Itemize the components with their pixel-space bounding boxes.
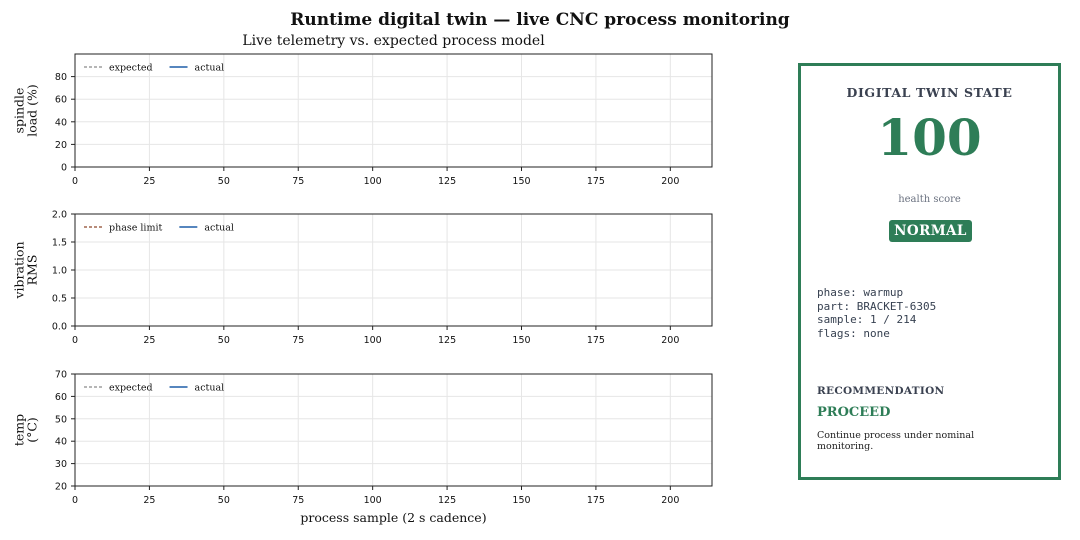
x-tick-label: 75 <box>292 335 304 346</box>
health-score-label: health score <box>898 194 961 205</box>
legend-label: actual <box>195 63 225 74</box>
y-tick-label: 1.0 <box>52 266 67 277</box>
legend-label: actual <box>204 223 234 234</box>
x-tick-label: 125 <box>438 176 456 187</box>
telemetry-charts: 0 25 50 75 100 125 150 175 200020406080spindlelo… <box>12 53 713 525</box>
figure-title: Runtime digital twin — live CNC process … <box>290 10 790 30</box>
info-part: part: BRACKET-6305 <box>817 299 937 313</box>
x-tick-label: 125 <box>438 335 456 346</box>
legend-label: expected <box>109 383 153 394</box>
x-tick-label: 100 <box>364 495 382 506</box>
y-axis-label-line: RMS <box>25 255 40 286</box>
digital-twin-state-panel: DIGITAL TWIN STATE 100 health score NORM… <box>798 63 1061 480</box>
y-tick-label: 60 <box>55 392 67 403</box>
legend-label: actual <box>195 383 225 394</box>
x-tick-label: 25 <box>143 335 155 346</box>
x-tick-label: 100 <box>364 335 382 346</box>
y-axis-label-line: spindle <box>12 88 27 134</box>
y-tick-label: 70 <box>55 370 67 381</box>
y-tick-label: 30 <box>55 459 67 470</box>
y-axis-label: spindleload (%) <box>12 84 40 137</box>
y-tick-label: 80 <box>55 72 67 83</box>
x-tick-label: 50 <box>218 495 230 506</box>
y-tick-label: 0.5 <box>52 294 67 305</box>
legend-label: expected <box>109 63 153 74</box>
x-tick-label: 200 <box>661 495 679 506</box>
x-tick-label: 25 <box>143 495 155 506</box>
x-tick-label: 150 <box>512 335 530 346</box>
y-axis-label: temp(°C) <box>12 414 40 446</box>
x-axis-label: process sample (2 s cadence) <box>300 510 486 525</box>
x-tick-label: 175 <box>587 335 605 346</box>
x-tick-label: 0 <box>72 495 78 506</box>
x-tick-label: 75 <box>292 176 304 187</box>
y-tick-label: 0.0 <box>52 322 67 333</box>
x-tick-label: 100 <box>364 176 382 187</box>
x-tick-label: 200 <box>661 335 679 346</box>
x-tick-label: 150 <box>512 176 530 187</box>
recommendation-value: PROCEED <box>817 405 891 420</box>
y-tick-label: 2.0 <box>52 210 67 221</box>
panel-heading: DIGITAL TWIN STATE <box>846 85 1013 100</box>
figure-subtitle: Live telemetry vs. expected process mode… <box>242 33 545 49</box>
y-tick-label: 20 <box>55 140 67 151</box>
x-tick-label: 0 <box>72 176 78 187</box>
y-tick-label: 40 <box>55 437 67 448</box>
y-axis-label-line: load (%) <box>25 84 40 137</box>
x-tick-label: 200 <box>661 176 679 187</box>
plot-frame <box>74 53 713 168</box>
y-axis-label-line: vibration <box>12 241 27 299</box>
x-tick-label: 25 <box>143 176 155 187</box>
y-tick-label: 20 <box>55 482 67 493</box>
info-sample: sample: 1 / 214 <box>817 313 917 326</box>
x-tick-label: 125 <box>438 495 456 506</box>
x-tick-label: 0 <box>72 335 78 346</box>
info-flags: flags: none <box>817 326 890 340</box>
x-tick-label: 150 <box>512 495 530 506</box>
y-axis-label-line: (°C) <box>25 417 40 443</box>
x-tick-label: 175 <box>587 495 605 506</box>
y-tick-label: 0 <box>61 163 67 174</box>
info-phase: phase: warmup <box>817 286 904 299</box>
x-tick-label: 50 <box>218 335 230 346</box>
y-tick-label: 60 <box>55 95 67 106</box>
recommendation-heading: RECOMMENDATION <box>817 385 945 397</box>
x-tick-label: 75 <box>292 495 304 506</box>
status-badge: NORMAL <box>889 220 972 242</box>
y-tick-label: 1.5 <box>52 238 67 249</box>
plot-frame <box>74 373 713 487</box>
y-axis-label-line: temp <box>12 414 27 446</box>
recommendation-text: Continue process under nominal monitorin… <box>817 430 975 452</box>
legend-label: phase limit <box>109 223 163 234</box>
health-score-value: 100 <box>877 108 982 167</box>
y-axis-label: vibrationRMS <box>12 241 40 299</box>
x-tick-label: 175 <box>587 176 605 187</box>
y-tick-label: 50 <box>55 414 67 425</box>
state-info-block: phase: warmup part: BRACKET-6305 sample:… <box>817 286 1047 340</box>
y-tick-label: 40 <box>55 117 67 128</box>
x-tick-label: 50 <box>218 176 230 187</box>
